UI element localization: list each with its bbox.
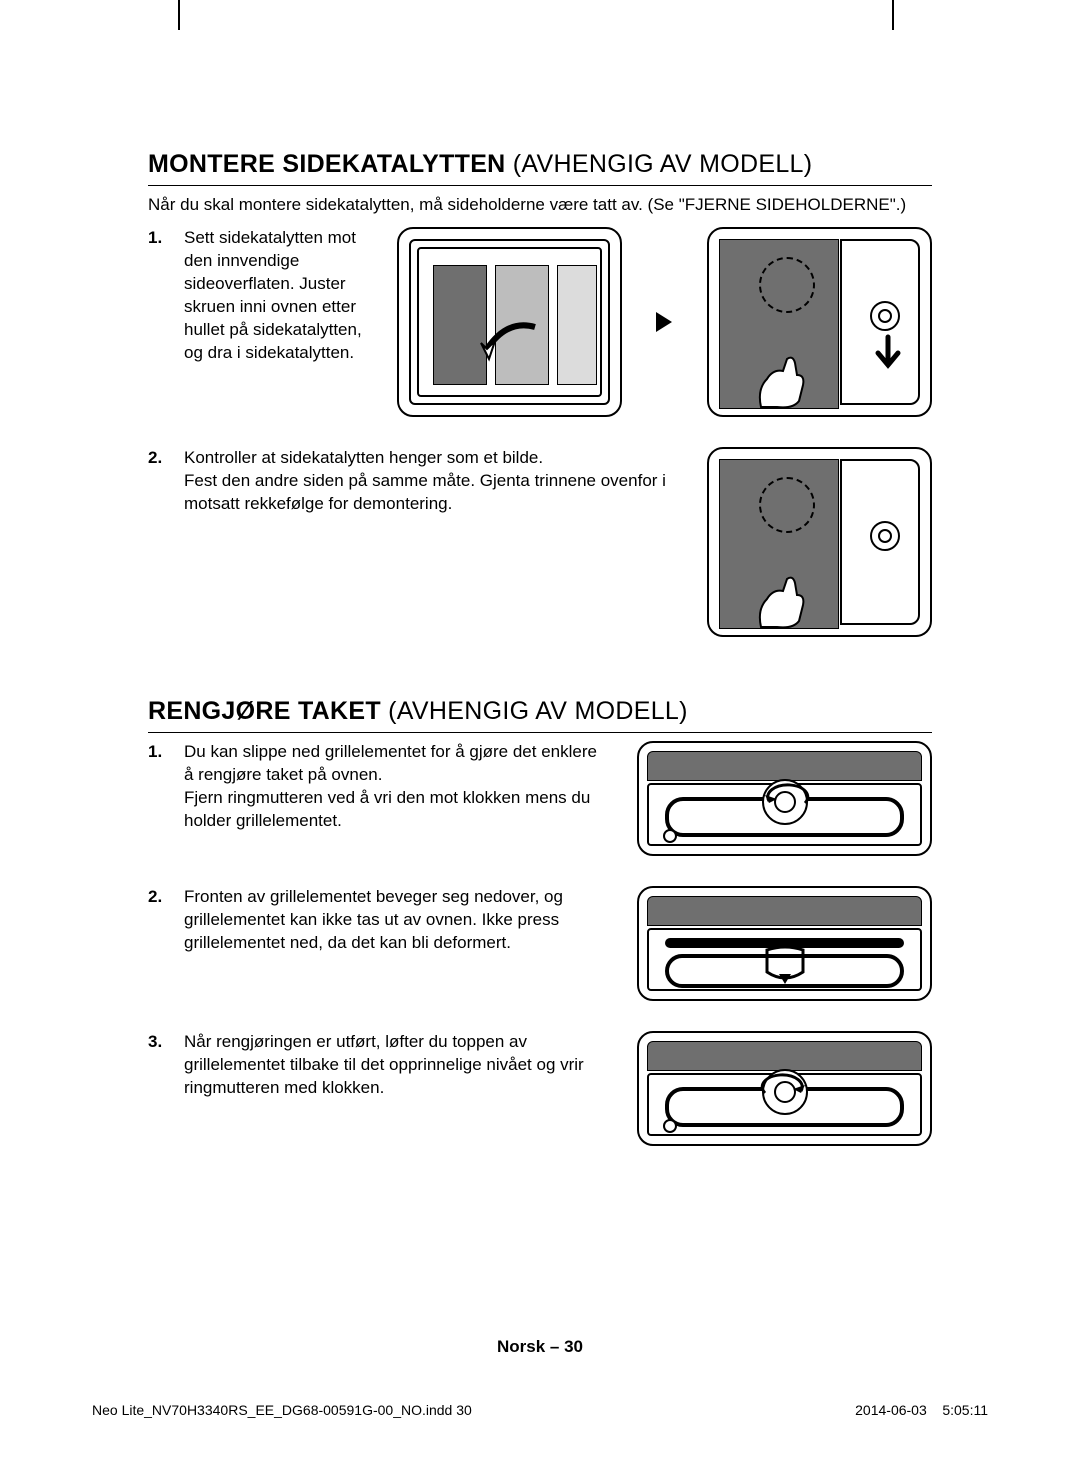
swing-down-arrow-icon [757,944,813,988]
section1-title-rest: (AVHENGIG AV MODELL) [506,150,813,178]
section2-step1-row: 1. Du kan slippe ned grillelementet for … [148,741,932,856]
step-number: 1. [148,741,172,833]
figure-oven-detail [707,227,932,417]
section2-step2-text: 2. Fronten av grillelementet beveger seg… [148,886,598,955]
figure-oven-cavity [397,227,622,417]
step-number: 3. [148,1031,172,1100]
step-number: 2. [148,447,172,516]
section2: RENGJØRE TAKET (AVHENGIG AV MODELL) 1. D… [148,697,932,1146]
hand-icon [753,569,813,629]
rotate-ccw-arrow-icon [755,783,815,813]
crop-tick-right [892,0,894,30]
content-area: MONTERE SIDEKATALYTTEN (AVHENGIG AV MODE… [148,150,932,1176]
section1-title-bold: MONTERE SIDEKATALYTTEN [148,150,506,178]
crop-marks [0,0,1080,40]
figure-oven-mounted [707,447,932,637]
screw-dot [663,829,677,843]
section1-step1-text: 1. Sett sidekatalytten mot den innvendig… [148,227,368,365]
arrow-between-icon [650,227,678,417]
mounting-screw [870,521,900,551]
ceiling-bar [647,751,922,781]
step-number: 1. [148,227,172,365]
section2-step3-row: 3. Når rengjøringen er utført, løfter du… [148,1031,932,1146]
section1-intro: Når du skal montere sidekatalytten, må s… [148,194,932,217]
screw-dot [663,1119,677,1133]
print-file-path: Neo Lite_NV70H3340RS_EE_DG68-00591G-00_N… [92,1402,472,1418]
figure-ceiling-lowered [637,886,932,1001]
ceiling-bar [647,1041,922,1071]
hand-icon [753,349,813,409]
detail-highlight-circle [759,477,815,533]
crop-tick-left [178,0,180,30]
figure-ceiling-remove-nut [637,741,932,856]
section2-step1-text: 1. Du kan slippe ned grillelementet for … [148,741,598,833]
print-metadata-bar: Neo Lite_NV70H3340RS_EE_DG68-00591G-00_N… [0,1402,1080,1418]
section1-step2-row: 2. Kontroller at sidekatalytten henger s… [148,447,932,637]
mounting-screw [870,301,900,331]
page: MONTERE SIDEKATALYTTEN (AVHENGIG AV MODE… [0,0,1080,1472]
section1-step2-text: 2. Kontroller at sidekatalytten henger s… [148,447,668,516]
section2-title-bold: RENGJØRE TAKET [148,697,381,725]
step-number: 2. [148,886,172,955]
down-arrow-icon [868,333,908,373]
figure-ceiling-reattach [637,1031,932,1146]
section2-title: RENGJØRE TAKET (AVHENGIG AV MODELL) [148,697,932,733]
detail-highlight-circle [759,257,815,313]
section2-title-rest: (AVHENGIG AV MODELL) [381,697,688,725]
side-panel-3 [557,265,597,385]
ceiling-bar [647,896,922,926]
rotate-cw-arrow-icon [755,1073,815,1103]
section2-step2-row: 2. Fronten av grillelementet beveger seg… [148,886,932,1001]
section1-title: MONTERE SIDEKATALYTTEN (AVHENGIG AV MODE… [148,150,932,186]
step-text: Du kan slippe ned grillelementet for å g… [184,741,598,833]
step-text: Sett sidekatalytten mot den innvendige s… [184,227,368,365]
page-footer: Norsk – 30 [0,1337,1080,1357]
footer-label: Norsk – 30 [497,1337,583,1356]
section2-step3-text: 3. Når rengjøringen er utført, løfter du… [148,1031,598,1100]
print-timestamp: 2014-06-03 5:05:11 [855,1402,988,1418]
step-text: Fronten av grillelementet beveger seg ne… [184,886,598,955]
step-text: Når rengjøringen er utført, løfter du to… [184,1031,598,1100]
section1-step1-row: 1. Sett sidekatalytten mot den innvendig… [148,227,932,417]
curved-arrow-icon [477,319,547,369]
step-text: Kontroller at sidekatalytten henger som … [184,447,668,516]
